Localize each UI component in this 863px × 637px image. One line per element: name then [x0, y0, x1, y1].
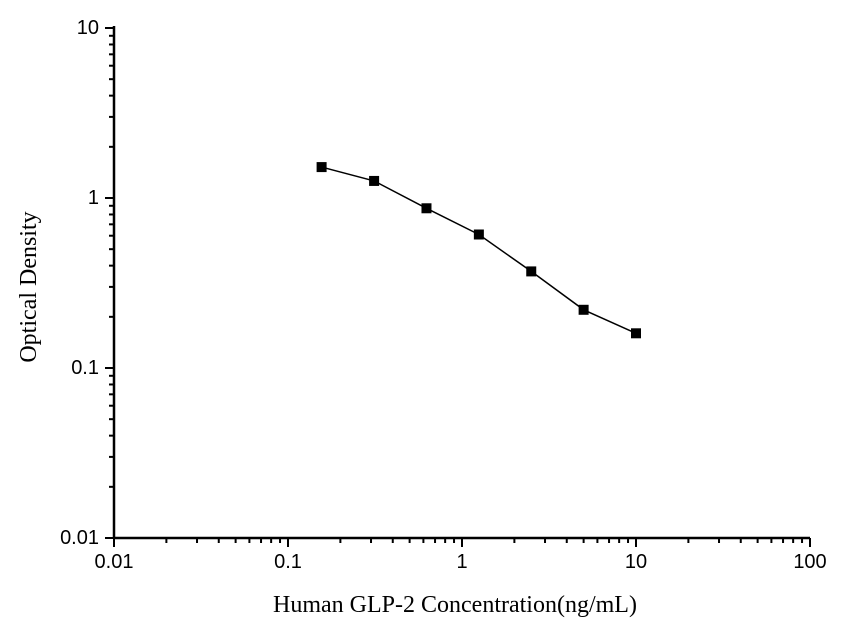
data-point-marker — [473, 229, 484, 240]
x-tick-label: 0.1 — [274, 551, 302, 573]
y-tick-label: 1 — [88, 187, 99, 209]
axes: 0.01 0.1 1 10 100 0.01 0.1 1 10 — [60, 17, 827, 573]
data-point-marker — [369, 175, 380, 186]
y-axis-title: Optical Density — [16, 211, 42, 362]
y-tick-label: 0.1 — [71, 357, 99, 379]
x-tick-label: 1 — [456, 551, 467, 573]
series-line — [321, 166, 637, 334]
x-tick-label: 10 — [625, 551, 647, 573]
x-tick-label: 0.01 — [95, 551, 134, 573]
data-point-marker — [316, 162, 327, 173]
x-axis-title: Human GLP-2 Concentration(ng/mL) — [273, 592, 637, 618]
data-point-marker — [526, 266, 537, 277]
data-point-marker — [421, 203, 432, 214]
x-tick-label: 100 — [793, 551, 826, 573]
data-series — [316, 162, 641, 339]
data-point-marker — [631, 328, 641, 339]
data-point-marker — [578, 304, 589, 315]
y-tick-label: 0.01 — [60, 527, 99, 549]
y-tick-label: 10 — [77, 17, 99, 39]
